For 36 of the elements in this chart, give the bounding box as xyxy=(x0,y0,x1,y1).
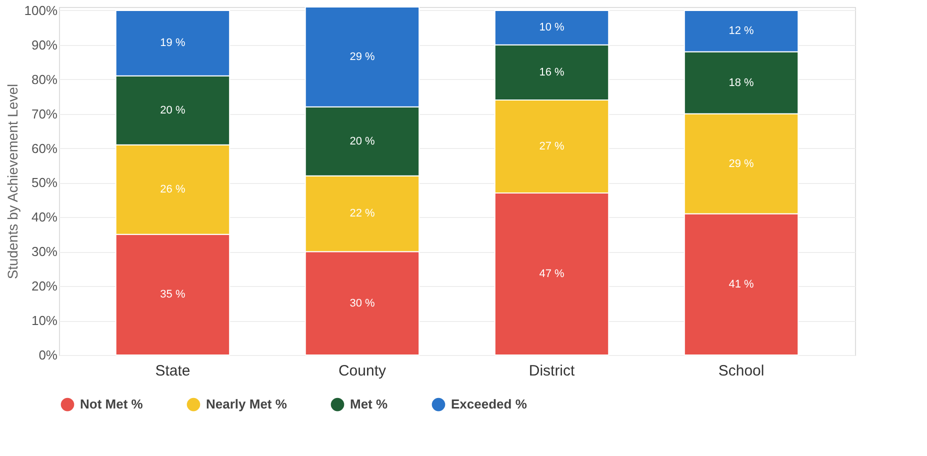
data-label: 20 % xyxy=(160,104,186,116)
data-label: 30 % xyxy=(350,297,375,310)
y-tick-label: 20% xyxy=(31,278,58,294)
data-label: 29 % xyxy=(350,50,375,63)
y-tick-label: 100% xyxy=(24,2,58,18)
x-tick-label: County xyxy=(338,362,386,380)
y-tick-label: 30% xyxy=(31,244,58,260)
x-tick-label: District xyxy=(528,362,576,380)
y-tick-label: 40% xyxy=(31,210,58,225)
legend-label: Not Met % xyxy=(80,396,144,412)
y-tick-label: 10% xyxy=(31,313,58,328)
data-label: 18 % xyxy=(728,76,754,89)
data-label: 20 % xyxy=(350,135,375,148)
data-label: 41 % xyxy=(728,278,754,290)
y-tick-label: 0% xyxy=(38,348,58,362)
y-tick-label: 80% xyxy=(31,72,58,87)
data-label: 22 % xyxy=(350,208,375,220)
data-label: 26 % xyxy=(160,184,186,196)
data-label: 27 % xyxy=(539,140,565,153)
y-tick-label: 90% xyxy=(31,37,58,52)
x-tick-label: State xyxy=(155,362,190,380)
y-axis-title: Students by Achievement Level xyxy=(4,84,20,280)
data-label: 10 % xyxy=(539,22,565,34)
data-label: 35 % xyxy=(160,288,186,301)
y-tick-label: 60% xyxy=(31,140,58,156)
y-tick-label: 70% xyxy=(31,106,58,122)
data-label: 12 % xyxy=(728,25,754,38)
legend-label: Met % xyxy=(350,396,388,412)
data-label: 19 % xyxy=(160,37,186,50)
legend-label: Exceeded % xyxy=(451,396,528,412)
y-tick-label: 50% xyxy=(31,175,58,190)
data-label: 47 % xyxy=(539,268,565,280)
data-label: 29 % xyxy=(728,158,754,170)
legend-label: Nearly Met % xyxy=(206,396,288,412)
x-tick-label: School xyxy=(718,362,764,380)
data-label: 16 % xyxy=(539,66,565,78)
